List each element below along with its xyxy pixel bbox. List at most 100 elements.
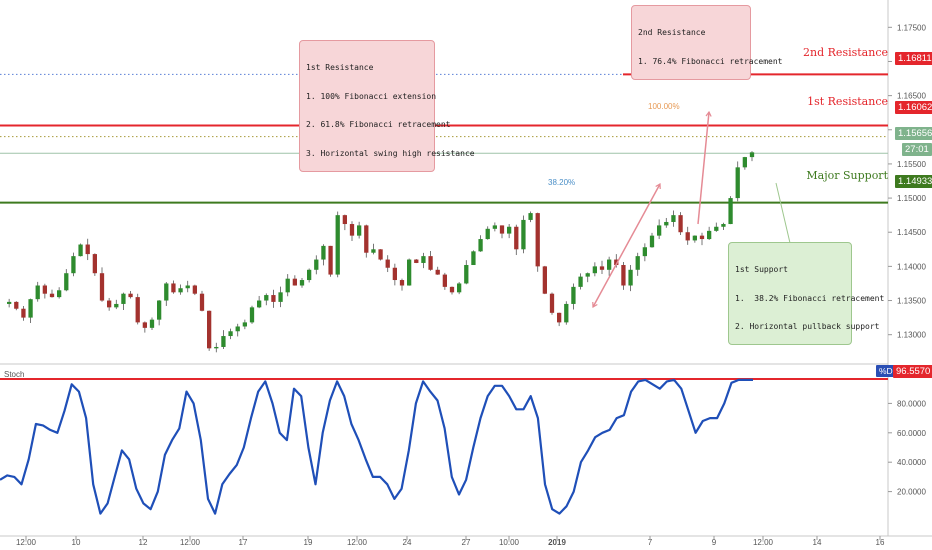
candle-body	[507, 226, 512, 234]
callout-line: 2. 61.8% Fibonacci retracement	[306, 120, 451, 129]
arrow-head	[655, 182, 661, 190]
candle-body	[414, 259, 419, 263]
candle-body	[42, 285, 47, 294]
candle-body	[114, 303, 119, 308]
price-tick-label: 1.16500	[897, 92, 926, 101]
candle-body	[392, 267, 397, 281]
candle-body	[528, 213, 533, 220]
candle-body	[621, 265, 626, 286]
candle-body	[692, 235, 697, 241]
candle-body	[449, 286, 455, 293]
candle-body	[578, 276, 583, 287]
price-tick-label: 1.17500	[897, 23, 926, 32]
candle-body	[649, 235, 655, 248]
candle-body	[478, 239, 483, 252]
candle-body	[549, 293, 555, 313]
price-tick-label: 1.13500	[897, 297, 926, 306]
candle-body	[178, 288, 183, 293]
fib-label-38: 38.20%	[548, 178, 576, 187]
time-tick-label: 14	[813, 538, 822, 547]
candle-body	[335, 215, 340, 275]
callout-line: 1st Resistance	[306, 63, 374, 72]
candle-body	[742, 157, 747, 168]
stoch-tick-label: 80.0000	[897, 399, 926, 408]
candle-body	[92, 254, 97, 274]
candle-body	[685, 232, 690, 241]
candle-body	[349, 224, 355, 236]
candle-body	[228, 331, 233, 337]
candle-body	[185, 285, 190, 289]
time-tick-label: 19	[304, 538, 313, 547]
candle-body	[264, 295, 269, 301]
candle-body	[492, 225, 497, 229]
stoch-line	[0, 378, 753, 515]
candle-body	[385, 259, 390, 268]
candle-body	[464, 265, 469, 284]
candle-body	[721, 224, 726, 227]
candle-body	[64, 273, 69, 291]
level-name-major-support: Major Support	[806, 169, 888, 182]
candle-body	[707, 230, 712, 240]
level-name-1st-resistance: 1st Resistance	[807, 95, 888, 108]
candle-body	[199, 293, 205, 311]
level-name-2nd-resistance: 2nd Resistance	[803, 46, 888, 59]
candle-body	[442, 274, 447, 287]
candle-body	[242, 322, 247, 327]
price-tick-label: 1.15000	[897, 194, 926, 203]
stoch-title: Stoch	[4, 370, 25, 379]
candle-body	[471, 251, 476, 266]
price-tick-label: 1.14500	[897, 228, 926, 237]
stoch-tick-label: 40.0000	[897, 458, 926, 467]
callout-line: 1. 100% Fibonacci extension	[306, 91, 437, 101]
candle-body	[585, 273, 590, 277]
callout-2nd-resistance: 2nd Resistance 1. 76.4% Fibonacci retrac…	[631, 5, 783, 80]
candle-body	[564, 303, 569, 323]
candle-body	[278, 292, 283, 302]
candle-body	[614, 259, 619, 266]
stoch-tick-label: 20.0000	[897, 488, 926, 497]
stochastic-panel	[0, 378, 888, 515]
candle-body	[307, 269, 312, 281]
price-label-2nd-resistance: 1.16811	[895, 52, 932, 65]
time-tick-label: 2019	[548, 538, 566, 547]
candle-body	[57, 290, 62, 298]
callout-line: 1. 38.2% Fibonacci retracement	[735, 293, 885, 303]
price-label-1st-resistance: 1.16062	[895, 101, 932, 114]
candle-body	[128, 293, 133, 298]
candle-body	[171, 283, 176, 293]
time-tick-label: 16	[876, 538, 885, 547]
candle-body	[299, 280, 305, 286]
candle-body	[314, 259, 319, 270]
candle-body	[135, 297, 140, 323]
candle-body	[85, 244, 90, 255]
candle-body	[142, 322, 147, 328]
candle-body	[192, 285, 197, 294]
candle-body	[292, 278, 297, 286]
callout-line: 3. Horizontal swing high resistance	[306, 148, 475, 158]
axes: 1.175001.170001.165001.160001.155001.150…	[16, 23, 926, 547]
candle-body	[642, 247, 647, 257]
time-tick-label: 12:00	[16, 538, 37, 547]
candle-body	[371, 249, 376, 253]
candle-body	[35, 285, 40, 300]
candle-body	[678, 215, 683, 233]
candle-body	[285, 278, 290, 293]
candle-body	[99, 273, 105, 301]
candle-body	[607, 259, 612, 270]
candle-body	[214, 346, 219, 349]
price-label-current: 1.15656	[895, 127, 932, 140]
time-tick-label: 12:00	[180, 538, 201, 547]
candle-body	[521, 219, 526, 250]
candle-body	[257, 300, 262, 308]
arrow-head	[705, 110, 712, 117]
candle-body	[457, 283, 462, 293]
resistance-arrow-line	[697, 111, 710, 225]
arrow-head	[592, 301, 598, 309]
callout-line: 2nd Resistance	[638, 28, 706, 37]
candle-body	[21, 308, 26, 318]
time-tick-label: 12:00	[347, 538, 368, 547]
fib-arrow-line	[592, 183, 661, 308]
candles	[7, 151, 755, 353]
callout-line: 1. 76.4% Fibonacci retracement	[638, 56, 783, 66]
time-tick-label: 9	[712, 538, 717, 547]
